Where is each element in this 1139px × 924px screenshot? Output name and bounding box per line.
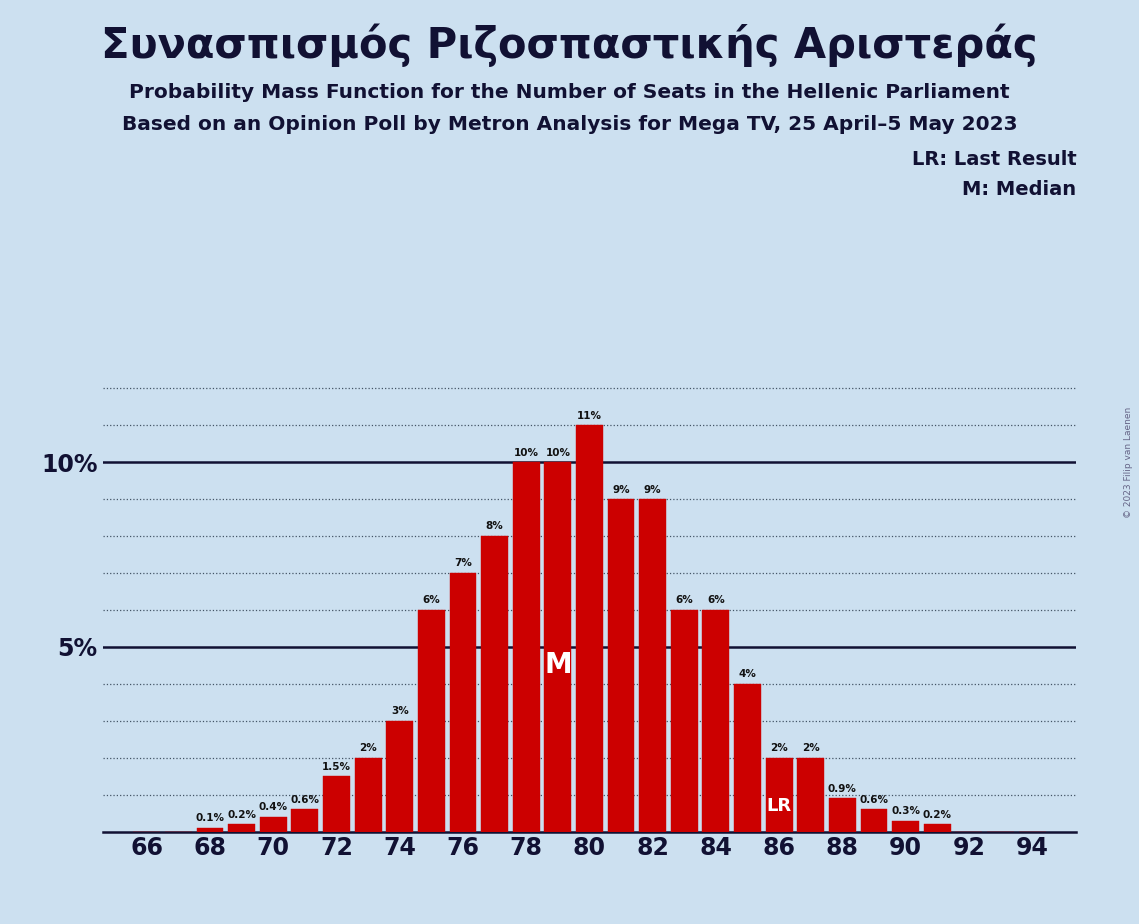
Text: © 2023 Filip van Laenen: © 2023 Filip van Laenen	[1124, 407, 1133, 517]
Bar	[292, 809, 318, 832]
Text: 0.9%: 0.9%	[828, 784, 857, 794]
Text: Συνασπισμός Ριζοσπαστικής Αριστεράς: Συνασπισμός Ριζοσπαστικής Αριστεράς	[101, 23, 1038, 67]
Text: 0.4%: 0.4%	[259, 802, 288, 812]
Bar	[735, 684, 761, 832]
Text: LR: Last Result: LR: Last Result	[911, 150, 1076, 169]
Text: 9%: 9%	[644, 484, 662, 494]
Text: LR: LR	[767, 796, 792, 815]
Text: 6%: 6%	[423, 595, 440, 605]
Bar	[765, 758, 793, 832]
Text: 10%: 10%	[546, 447, 571, 457]
Text: 1.5%: 1.5%	[322, 761, 351, 772]
Text: 0.2%: 0.2%	[227, 809, 256, 820]
Text: 0.6%: 0.6%	[860, 795, 888, 805]
Bar	[829, 798, 855, 832]
Text: 10%: 10%	[514, 447, 539, 457]
Bar	[386, 721, 413, 832]
Text: 0.3%: 0.3%	[891, 806, 920, 816]
Bar	[197, 828, 223, 832]
Text: Probability Mass Function for the Number of Seats in the Hellenic Parliament: Probability Mass Function for the Number…	[129, 83, 1010, 103]
Bar	[544, 462, 572, 832]
Text: 4%: 4%	[738, 669, 756, 679]
Text: M: Median: M: Median	[962, 180, 1076, 200]
Bar	[513, 462, 540, 832]
Bar	[671, 610, 698, 832]
Text: Based on an Opinion Poll by Metron Analysis for Mega TV, 25 April–5 May 2023: Based on an Opinion Poll by Metron Analy…	[122, 116, 1017, 135]
Bar	[924, 824, 951, 832]
Text: 9%: 9%	[613, 484, 630, 494]
Bar	[607, 499, 634, 832]
Bar	[228, 824, 255, 832]
Bar	[797, 758, 825, 832]
Text: 6%: 6%	[707, 595, 724, 605]
Text: 8%: 8%	[485, 521, 503, 531]
Text: 0.6%: 0.6%	[290, 795, 319, 805]
Bar	[861, 809, 887, 832]
Bar	[450, 573, 476, 832]
Text: 0.1%: 0.1%	[196, 813, 224, 823]
Bar	[639, 499, 666, 832]
Text: 2%: 2%	[802, 743, 820, 753]
Text: 3%: 3%	[391, 706, 409, 716]
Text: 7%: 7%	[454, 558, 472, 568]
Bar	[260, 817, 287, 832]
Bar	[354, 758, 382, 832]
Text: 11%: 11%	[577, 410, 601, 420]
Bar	[323, 776, 350, 832]
Text: 2%: 2%	[359, 743, 377, 753]
Bar	[418, 610, 444, 832]
Text: 6%: 6%	[675, 595, 694, 605]
Bar	[703, 610, 729, 832]
Text: 2%: 2%	[770, 743, 788, 753]
Bar	[892, 821, 919, 832]
Text: 0.2%: 0.2%	[923, 809, 952, 820]
Bar	[481, 536, 508, 832]
Bar	[576, 425, 603, 832]
Text: M: M	[544, 651, 572, 679]
